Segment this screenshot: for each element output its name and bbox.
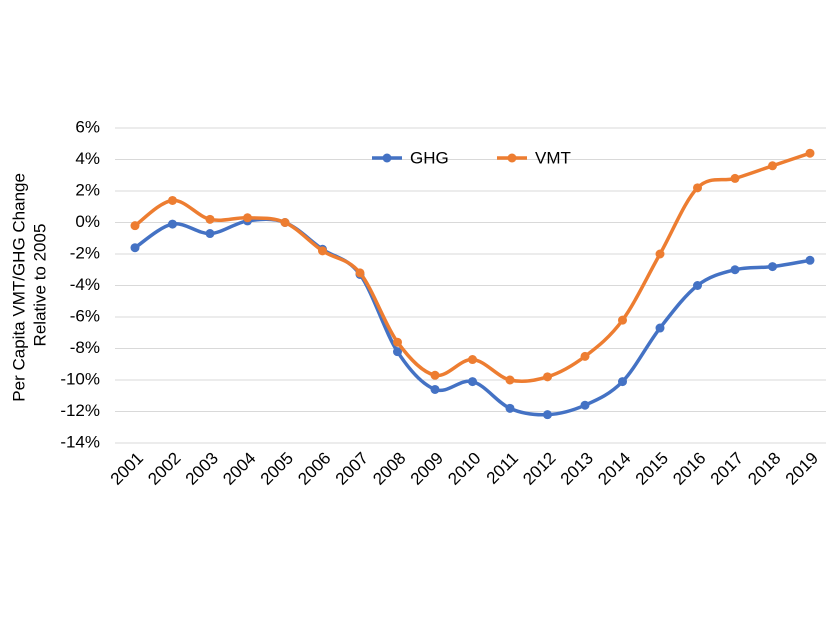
data-point [693, 281, 702, 290]
data-point [468, 355, 477, 365]
x-tick-label: 2009 [407, 449, 447, 489]
data-point [580, 351, 590, 361]
data-point [393, 347, 402, 357]
data-point [693, 183, 702, 193]
legend-marker [507, 153, 517, 163]
y-axis-title: Per Capita VMT/GHG Change Relative to 20… [10, 168, 50, 401]
y-tick-label: -4% [70, 275, 100, 294]
y-tick-label: -14% [60, 432, 100, 451]
x-tick-label: 2016 [669, 449, 709, 489]
y-axis-title-line: Relative to 2005 [31, 224, 50, 347]
data-point [618, 377, 627, 387]
x-tick-label: 2004 [219, 449, 259, 489]
data-point [580, 400, 590, 410]
x-tick-label: 2011 [483, 449, 522, 488]
legend-label: VMT [535, 148, 571, 167]
data-point [468, 377, 477, 387]
data-point [243, 213, 252, 223]
data-point [805, 148, 815, 158]
data-point [430, 384, 440, 394]
legend-label: GHG [410, 148, 449, 167]
series-line [133, 151, 811, 384]
data-point [318, 246, 327, 256]
data-point [730, 265, 740, 275]
data-point [768, 161, 777, 171]
data-point [543, 372, 552, 382]
x-tick-label: 2017 [707, 449, 747, 489]
y-tick-label: 0% [75, 212, 100, 231]
y-tick-label: -8% [70, 338, 100, 357]
data-point [280, 218, 290, 227]
data-point [618, 315, 627, 325]
data-point [505, 375, 515, 385]
data-point [168, 195, 177, 205]
data-point [205, 214, 215, 224]
data-point [130, 221, 140, 231]
x-tick-label: 2012 [519, 449, 559, 489]
y-tick-label: 4% [75, 149, 100, 168]
x-tick-label: 2013 [557, 449, 597, 489]
y-tick-label: -12% [60, 401, 100, 420]
x-tick-label: 2008 [369, 449, 409, 489]
x-tick-label: 2002 [144, 449, 184, 489]
y-axis-title-line: Per Capita VMT/GHG Change [10, 173, 29, 402]
x-tick-label: 2010 [444, 449, 484, 489]
data-point [130, 243, 140, 253]
x-tick-label: 2019 [782, 449, 822, 489]
x-tick-label: 2015 [632, 449, 672, 489]
x-tick-label: 2006 [294, 449, 334, 489]
x-tick-label: 2005 [257, 449, 297, 489]
data-point [730, 173, 740, 183]
data-point [543, 410, 552, 420]
data-point [655, 323, 665, 333]
x-tick-label: 2014 [594, 449, 634, 489]
data-point [768, 262, 777, 272]
y-tick-label: 2% [75, 180, 100, 199]
data-point [505, 403, 515, 413]
y-tick-label: 6% [75, 117, 100, 136]
x-tick-label: 2007 [332, 449, 372, 489]
legend-marker [382, 153, 392, 163]
data-point [430, 370, 440, 380]
x-tick-label: 2018 [744, 449, 784, 489]
x-tick-label: 2003 [182, 449, 222, 489]
y-tick-label: -10% [60, 369, 100, 388]
y-tick-label: -6% [70, 306, 100, 325]
data-point [393, 337, 402, 347]
x-tick-label: 2001 [107, 449, 147, 489]
data-point [805, 255, 815, 265]
data-point [168, 219, 177, 229]
y-tick-label: -2% [70, 243, 100, 262]
data-point [205, 229, 215, 239]
data-point [655, 249, 665, 259]
data-point [355, 268, 365, 278]
